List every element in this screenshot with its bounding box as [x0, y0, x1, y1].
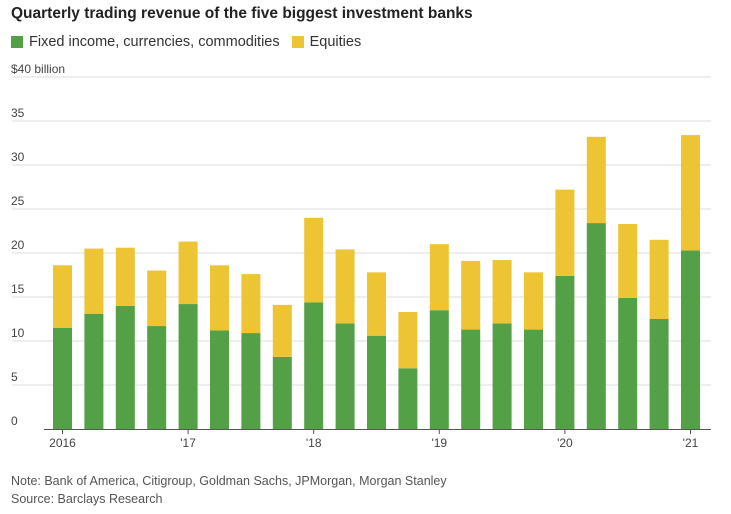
bar-ficc [398, 368, 418, 429]
bar-ficc [681, 250, 700, 429]
bar-equities [461, 260, 481, 330]
bar-ficc [524, 329, 543, 429]
bar-ficc [618, 297, 638, 429]
bar-equities [304, 217, 324, 303]
legend-label-equities: Equities [309, 34, 362, 50]
bar-ficc [210, 330, 229, 429]
bar-equities [115, 247, 135, 306]
bar-ficc [53, 327, 72, 429]
chart-notes: Note: Bank of America, Citigroup, Goldma… [11, 472, 447, 508]
legend-swatch-equities [291, 36, 304, 48]
legend-item-ficc: Fixed income, currencies, commodities [11, 34, 280, 50]
bar-ficc [429, 310, 449, 429]
bar-ficc [304, 302, 324, 429]
bar-ficc [335, 323, 355, 429]
bar-equities [84, 248, 104, 314]
x-tick-label: '20 [557, 436, 573, 450]
bar-equities [178, 241, 198, 305]
bar-equities [618, 223, 638, 298]
bar-ficc [555, 275, 575, 429]
bar-ficc [649, 319, 669, 429]
bar-equities [335, 249, 355, 324]
y-tick-label: 15 [11, 282, 25, 296]
bar-equities [429, 244, 449, 311]
bar-equities [492, 260, 512, 324]
bar-ficc [147, 326, 167, 429]
bar-equities [649, 239, 669, 319]
bar-equities [53, 265, 72, 328]
bar-ficc [178, 304, 198, 429]
y-tick-label: 25 [11, 194, 25, 208]
x-tick-label: '17 [180, 436, 196, 450]
source-text: Source: Barclays Research [11, 492, 163, 506]
bar-ficc [84, 313, 104, 429]
bar-ficc [492, 323, 512, 429]
y-tick-label: 5 [11, 370, 18, 384]
y-tick-label: 30 [11, 150, 25, 164]
bar-ficc [367, 335, 386, 429]
y-tick-label: 35 [11, 106, 25, 120]
bar-ficc [586, 223, 606, 429]
bar-equities [555, 189, 575, 276]
y-tick-label: 20 [11, 238, 25, 252]
y-axis-unit-label: $40 billion [11, 62, 65, 76]
legend-item-equities: Equities [291, 34, 362, 50]
y-tick-label: 0 [11, 414, 18, 428]
bar-ficc [115, 305, 135, 429]
x-tick-label: 2016 [49, 436, 76, 450]
x-tick-label: '21 [683, 436, 699, 450]
bar-equities [398, 311, 418, 369]
x-tick-label: '19 [431, 436, 447, 450]
bar-ficc [461, 329, 481, 429]
bar-equities [241, 274, 261, 334]
note-text: Note: Bank of America, Citigroup, Goldma… [11, 474, 447, 488]
bar-equities [586, 136, 606, 224]
chart-title: Quarterly trading revenue of the five bi… [11, 5, 473, 22]
y-tick-label: 10 [11, 326, 25, 340]
legend-swatch-ficc [11, 36, 23, 48]
legend: Fixed income, currencies, commodities Eq… [11, 33, 373, 51]
bar-ficc [272, 356, 292, 429]
bar-equities [367, 272, 386, 336]
bar-chart: 0 5 10 15 20 25 30 35 $40 billion 2016 '17 '18 '19 '2… [11, 62, 711, 450]
bar-ficc [241, 333, 261, 429]
bar-equities [272, 304, 292, 357]
bar-equities [210, 265, 229, 331]
legend-label-ficc: Fixed income, currencies, commodities [29, 34, 280, 50]
x-tick-label: '18 [306, 436, 322, 450]
bar-equities [147, 270, 167, 327]
bar-equities [681, 135, 700, 251]
bar-equities [524, 272, 543, 330]
